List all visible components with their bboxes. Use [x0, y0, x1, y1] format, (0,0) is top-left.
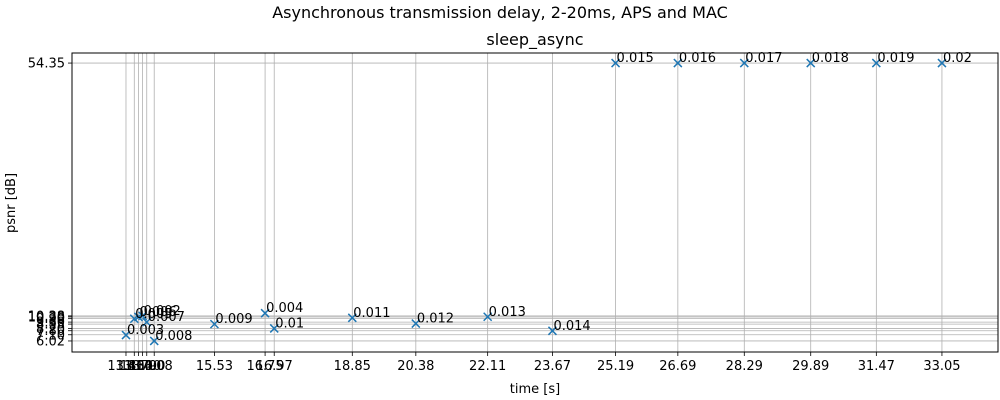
- data-point-label: 0.009: [215, 312, 252, 327]
- x-tick-label: 16.97: [256, 359, 293, 374]
- data-point-marker: [149, 336, 159, 346]
- x-tick-label: 25.19: [597, 359, 634, 374]
- x-tick-label: 13.70: [120, 359, 157, 374]
- data-point-label: 0.005: [135, 307, 172, 322]
- x-tick-label: 29.89: [792, 359, 829, 374]
- data-point-label: 0.011: [353, 306, 390, 321]
- plot-area-frame: [71, 52, 999, 353]
- data-point-label: 0.014: [553, 319, 590, 334]
- data-point-label: 0.012: [417, 312, 454, 327]
- x-tick-label: 28.29: [726, 359, 763, 374]
- data-point-label: 0.01: [275, 316, 304, 331]
- data-point-marker: [121, 330, 131, 340]
- x-tick-label: 22.11: [469, 359, 506, 374]
- x-axis-label: time [s]: [510, 382, 560, 397]
- y-tick-label: 8.95: [36, 318, 65, 333]
- x-tick-label: 13.60: [116, 359, 153, 374]
- x-tick-label: 33.05: [923, 359, 960, 374]
- data-point-label: 0.018: [812, 51, 849, 66]
- figure-suptitle: Asynchronous transmission delay, 2-20ms,…: [272, 3, 728, 22]
- data-point-label: 0.006: [139, 305, 176, 320]
- x-tick-label: 20.38: [397, 359, 434, 374]
- x-tick-label: 13.40: [107, 359, 144, 374]
- data-point-marker: [611, 58, 621, 68]
- y-tick-label: 9.90: [36, 312, 65, 327]
- data-point-label: 0.019: [877, 51, 914, 66]
- y-tick-label: 10.38: [28, 309, 65, 324]
- data-point-label: 0.015: [617, 51, 654, 66]
- data-point-marker: [739, 58, 749, 68]
- data-point-marker: [411, 319, 421, 329]
- y-tick-label: 8.20: [36, 322, 65, 337]
- data-point-label: 0.003: [127, 323, 164, 338]
- x-tick-label: 26.69: [659, 359, 696, 374]
- x-tick-label: 18.85: [334, 359, 371, 374]
- y-tick-label: 7.10: [36, 328, 65, 343]
- data-points: [121, 58, 947, 346]
- data-point-marker: [937, 58, 947, 68]
- data-point-marker: [483, 312, 493, 322]
- y-tick-label: 9.30: [36, 316, 65, 331]
- data-point-marker: [547, 326, 557, 336]
- x-tick-label: 16.75: [246, 359, 283, 374]
- data-point-marker: [260, 308, 270, 318]
- data-point-label: 0.008: [155, 329, 192, 344]
- data-point-marker: [269, 323, 279, 333]
- x-tick-label: 14.08: [136, 359, 173, 374]
- x-tick-label: 31.47: [858, 359, 895, 374]
- data-point-marker: [871, 58, 881, 68]
- data-point-label: 0.007: [148, 310, 185, 325]
- x-tick-label: 13.80: [124, 359, 161, 374]
- data-point-marker: [142, 317, 152, 327]
- x-tick-label: 15.53: [196, 359, 233, 374]
- data-point-label: 0.02: [943, 51, 972, 66]
- data-point-marker: [673, 58, 683, 68]
- data-point-marker: [806, 58, 816, 68]
- data-point-label: 0.017: [745, 51, 782, 66]
- x-tick-label: 13.90: [128, 359, 165, 374]
- data-point-marker: [347, 313, 357, 323]
- y-tick-label: 10.20: [28, 310, 65, 325]
- gridlines: [72, 53, 998, 352]
- y-axis-label: psnr [dB]: [4, 173, 19, 233]
- x-tick-label: 23.67: [534, 359, 571, 374]
- data-point-label: 0.004: [266, 301, 303, 316]
- chart-title: sleep_async: [486, 30, 583, 50]
- y-tick-label: 54.35: [28, 57, 65, 72]
- data-point-label: 0.013: [489, 305, 526, 320]
- data-point-label: 0.016: [679, 51, 716, 66]
- data-point-marker: [209, 319, 219, 329]
- y-tick-label: 7.80: [36, 324, 65, 339]
- data-point-label: 0.002: [144, 304, 181, 319]
- data-point-marker: [138, 311, 148, 321]
- y-tick-label: 6.02: [36, 334, 65, 349]
